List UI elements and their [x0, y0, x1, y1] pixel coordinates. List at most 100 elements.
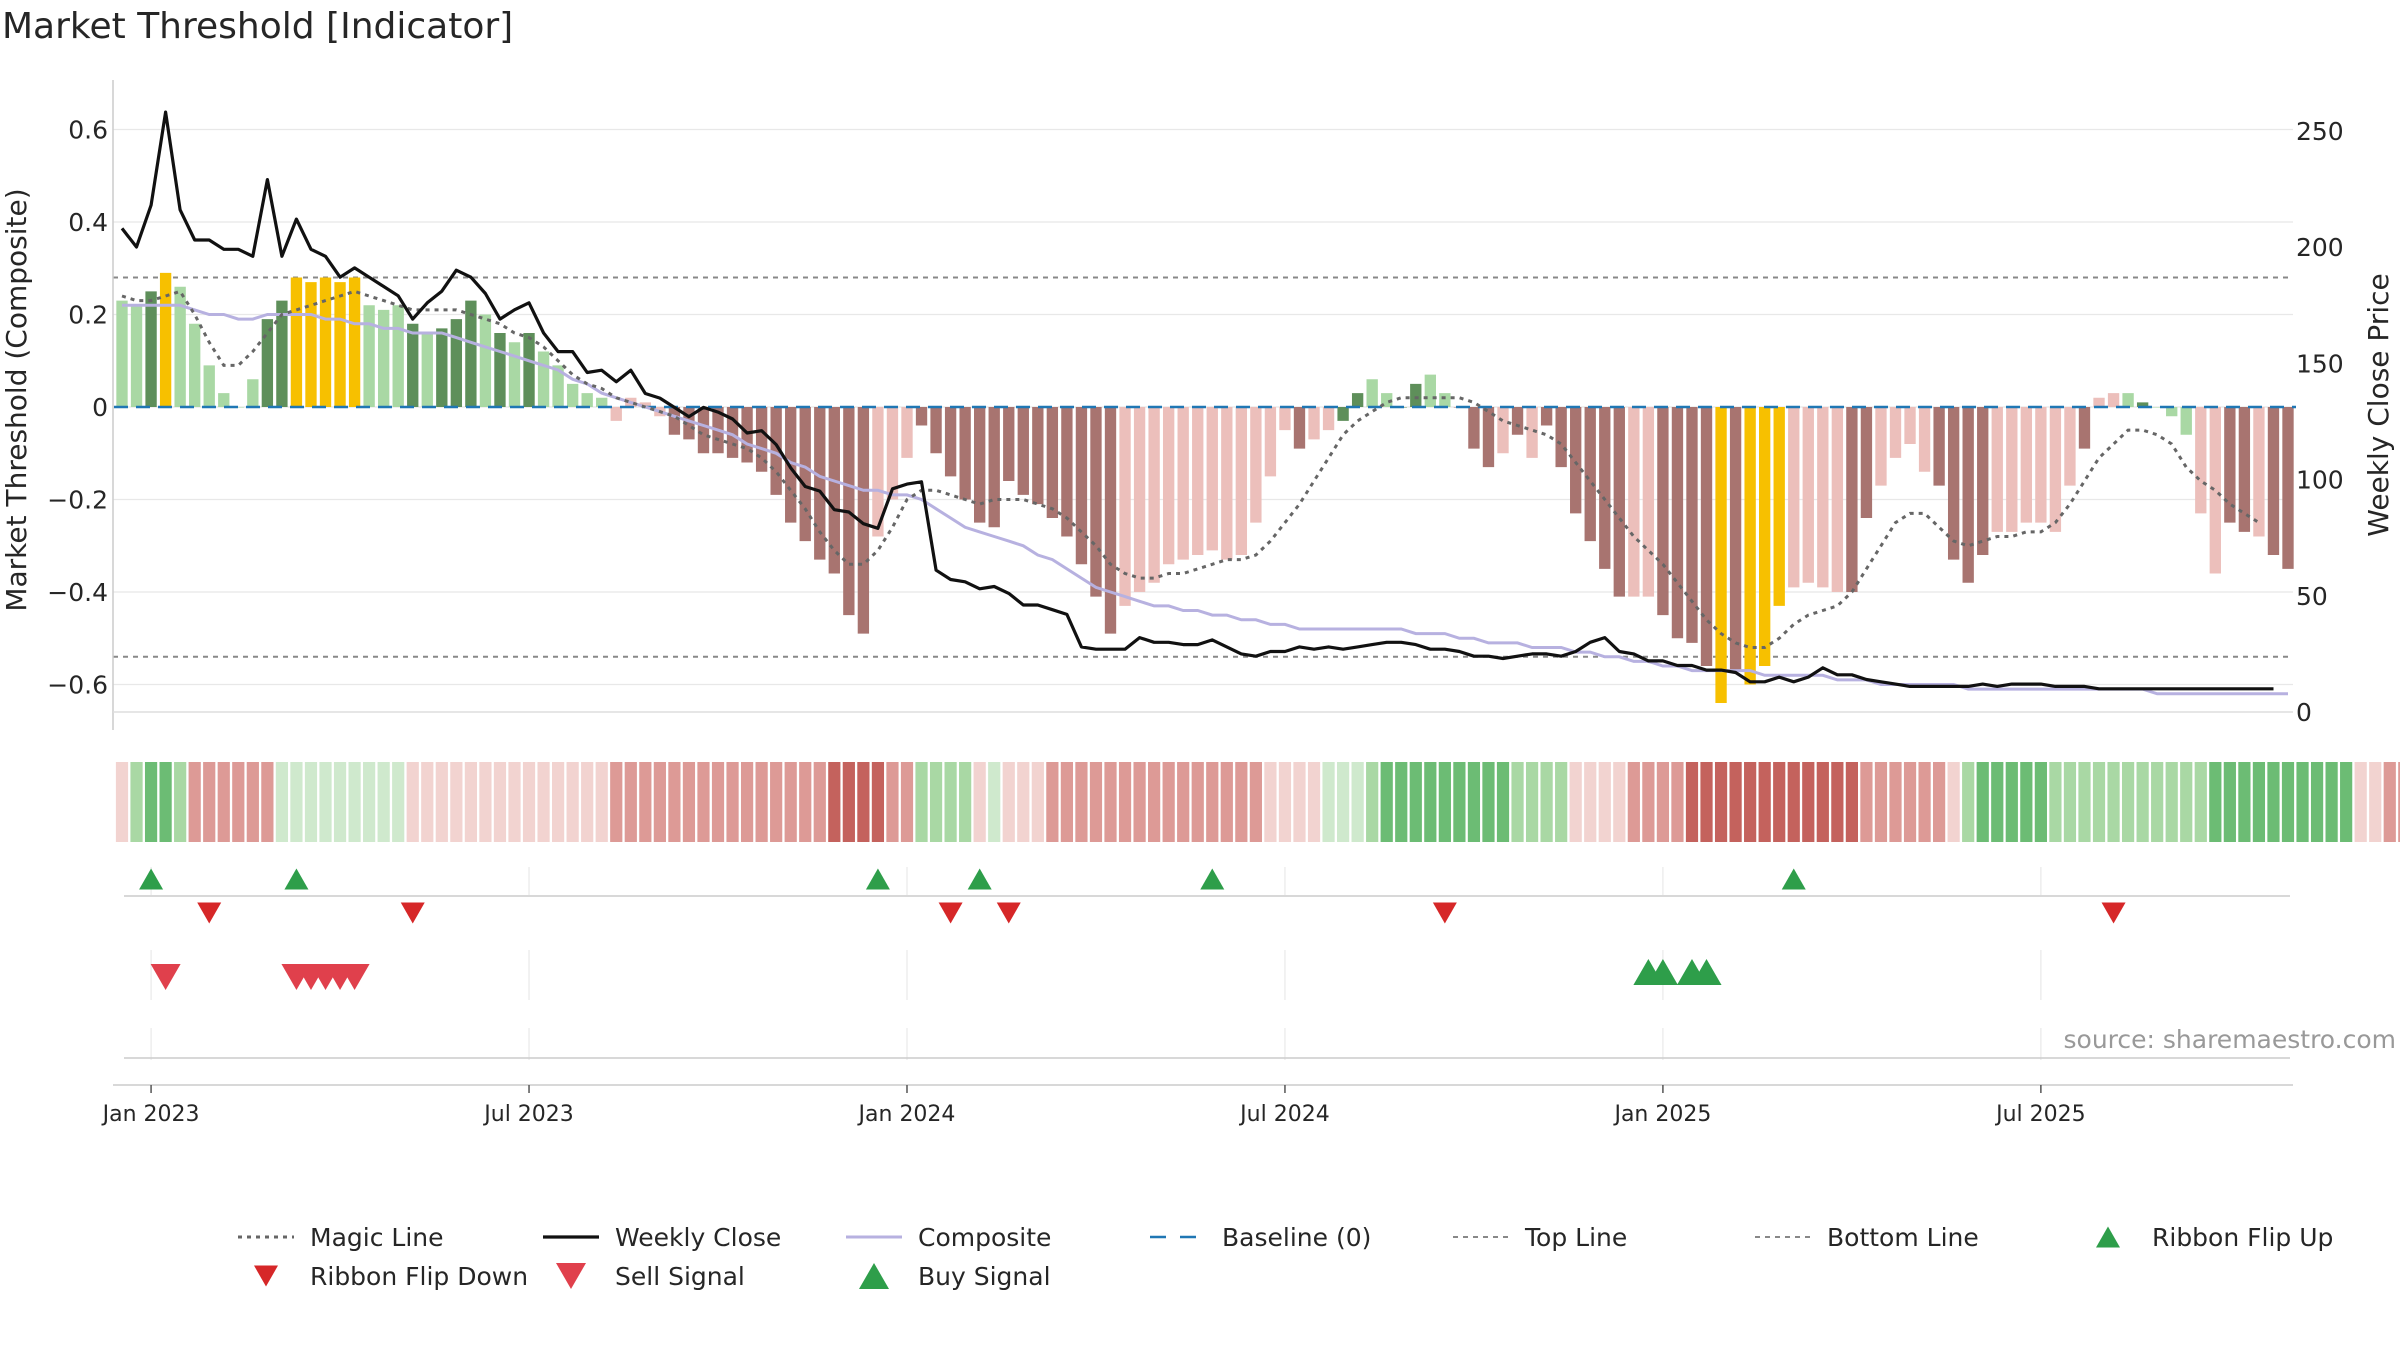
composite-bar: [174, 286, 186, 407]
composite-bar: [450, 319, 463, 407]
composite-bar: [377, 309, 390, 407]
ribbon-cell: [1336, 762, 1350, 842]
legend: Magic Line Weekly Close Composite Baseline …: [238, 1223, 2333, 1291]
ribbon-cell: [2209, 762, 2222, 842]
y-tick-label: 0: [92, 393, 108, 422]
ribbon-cell: [1744, 762, 1757, 842]
ribbon-cell: [886, 762, 899, 842]
x-axis: Jan 2023 Jul 2023 Jan 2024 Jul 2024 Jan 2025…: [101, 1084, 2293, 1127]
ribbon-flip-down-marker: [1432, 902, 1457, 924]
x-tick-label: Jul 2025: [1994, 1102, 2086, 1127]
composite-bar: [494, 333, 506, 407]
composite-bar: [1482, 407, 1495, 468]
composite-bar: [1119, 407, 1131, 606]
composite-bar: [392, 305, 404, 407]
composite-bar: [1410, 383, 1422, 407]
ribbon-cell: [1714, 762, 1728, 842]
composite-bar: [1715, 407, 1727, 703]
x-tick-label: Jan 2024: [857, 1102, 956, 1127]
composite-bar: [814, 407, 826, 560]
composite-bar: [1090, 407, 1102, 597]
ribbon-cell: [261, 762, 274, 842]
ribbon-cell: [435, 762, 448, 842]
legend-item: Ribbon Flip Down: [254, 1262, 528, 1291]
ribbon-cell: [2369, 762, 2382, 842]
composite-bar: [1744, 407, 1756, 685]
y-tick-label: 0.2: [68, 301, 108, 330]
ribbon-cell: [1671, 762, 1684, 842]
composite-bar: [1235, 407, 1248, 555]
ribbon-cell: [479, 762, 492, 842]
composite-bar: [159, 272, 172, 407]
ribbon-cell: [290, 762, 303, 842]
composite-bar: [421, 333, 433, 407]
composite-bar: [741, 407, 753, 463]
ribbon-cell: [1758, 762, 1771, 842]
ribbon-cell: [842, 762, 855, 842]
ribbon-cell: [2049, 762, 2062, 842]
ribbon-cell: [188, 762, 201, 842]
composite-bar: [2122, 393, 2134, 407]
composite-bar: [1977, 407, 1989, 555]
composite-bar: [2093, 397, 2105, 407]
ribbon-cell: [929, 762, 943, 842]
legend-item: Ribbon Flip Up: [2096, 1223, 2333, 1252]
ribbon-cell: [2252, 762, 2266, 842]
ribbon-cell: [944, 762, 957, 842]
composite-bar: [1686, 407, 1698, 643]
legend-item: Weekly Close: [543, 1223, 781, 1252]
composite-bar: [276, 300, 288, 407]
composite-bar: [1293, 407, 1306, 449]
composite-bar: [189, 323, 201, 407]
ribbon-cell: [1293, 762, 1306, 842]
ribbon-cell: [1220, 762, 1233, 842]
ribbon-cell: [1845, 762, 1858, 842]
ribbon-cell: [711, 762, 725, 842]
composite-bar: [1206, 407, 1218, 551]
x-tick-label: Jan 2023: [101, 1102, 200, 1127]
composite-bar: [1424, 374, 1436, 407]
legend-label: Magic Line: [310, 1223, 444, 1252]
composite-bar: [610, 407, 622, 421]
y2-tick-label: 0: [2296, 698, 2312, 727]
composite-bar: [1075, 407, 1088, 565]
ribbon-flip-down-marker: [400, 902, 425, 924]
ribbon-cell: [1816, 762, 1829, 842]
ribbon-cell: [1191, 762, 1204, 842]
composite-bar: [348, 277, 361, 407]
composite-bar: [2180, 407, 2192, 435]
ribbon-cell: [450, 762, 463, 842]
ribbon-cell: [1366, 762, 1379, 842]
legend-item: Sell Signal: [556, 1262, 745, 1291]
y-tick-label: 0.4: [68, 208, 108, 237]
composite-bar: [1526, 407, 1538, 458]
ribbon-cell: [1991, 762, 2004, 842]
y-tick-label: −0.2: [47, 486, 108, 515]
ribbon-cell: [348, 762, 361, 842]
composite-bar: [944, 407, 957, 477]
ribbon-flip-down-marker: [2101, 902, 2126, 924]
signal-panels: [124, 867, 2290, 1060]
composite-bar: [130, 305, 143, 407]
ribbon-flip-down-marker: [996, 902, 1021, 924]
ribbon-cell: [1380, 762, 1393, 842]
composite-bar: [1788, 407, 1800, 588]
ribbon-cell: [2165, 762, 2178, 842]
source-note: source: sharemaestro.com: [2064, 1025, 2397, 1054]
legend-swatch: [2096, 1226, 2120, 1248]
composite-bar: [1947, 407, 1960, 560]
composite-bar: [2020, 407, 2033, 523]
composite-bars: [116, 272, 2294, 703]
ribbon-cell: [1482, 762, 1495, 842]
ribbon-cell: [1002, 762, 1015, 842]
legend-item: Bottom Line: [1755, 1223, 1979, 1252]
composite-bar: [2224, 407, 2236, 523]
composite-bar: [1032, 407, 1044, 505]
composite-bar: [1061, 407, 1073, 537]
axes: 0.6 0.4 0.2 0 −0.2 −0.4 −0.6 250 200 150 100 50 0: [47, 80, 2344, 730]
ribbon-cell: [1685, 762, 1699, 842]
ribbon-cell: [1278, 762, 1292, 842]
ribbon-cell: [1148, 762, 1161, 842]
ribbon-cell: [421, 762, 434, 842]
